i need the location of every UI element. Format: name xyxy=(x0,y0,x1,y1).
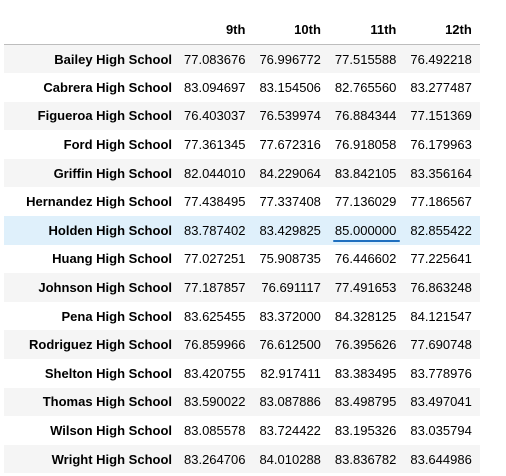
table-row[interactable]: Bailey High School 77.083676 76.996772 77.5… xyxy=(4,44,480,74)
table-cell: 83.420755 xyxy=(184,365,246,381)
table-row[interactable]: Johnson High School 77.187857 76.691117 77.… xyxy=(4,273,480,302)
row-index-school: Pena High School xyxy=(61,308,172,324)
row-index-school: Rodriguez High School xyxy=(29,337,172,353)
table-row[interactable]: Ford High School 77.361345 77.672316 76.918… xyxy=(4,130,480,159)
row-index-school: Holden High School xyxy=(48,222,173,238)
table-cell: 77.337408 xyxy=(259,194,321,210)
table-cell: 77.187857 xyxy=(184,280,246,296)
table-cell: 83.590022 xyxy=(184,394,246,410)
column-header-11th: 11th xyxy=(328,14,405,45)
table-cell: 76.691117 xyxy=(261,280,321,296)
dataframe-output: 9th 10th 11th 12th Bailey High School 77.… xyxy=(4,14,480,474)
table-cell: 83.644986 xyxy=(410,451,472,467)
table-cell: 77.136029 xyxy=(334,194,397,210)
table-cell: 77.491653 xyxy=(334,280,397,296)
table-cell: 77.515588 xyxy=(334,51,397,67)
table-cell: 83.094697 xyxy=(184,79,246,95)
table-cell: 83.429825 xyxy=(259,222,321,238)
table-cell: 83.035794 xyxy=(410,423,472,439)
table-cell: 77.672316 xyxy=(259,137,321,153)
table-cell: 83.724422 xyxy=(259,423,321,439)
table-row[interactable]: Pena High School 83.625455 83.372000 84.328… xyxy=(4,302,480,331)
table-cell: 83.085578 xyxy=(184,423,246,439)
row-index-school: Shelton High School xyxy=(44,365,172,381)
table-cell: 84.229064 xyxy=(259,165,321,181)
table-cell: 75.908735 xyxy=(259,251,321,267)
table-cell: 76.918058 xyxy=(334,137,397,153)
table-cell: 76.492218 xyxy=(410,51,472,67)
row-index-school: Wright High School xyxy=(51,451,172,467)
row-index-school: Figueroa High School xyxy=(37,108,172,124)
table-cell: 76.884344 xyxy=(334,108,397,124)
row-index-school: Cabrera High School xyxy=(43,79,172,95)
table-row[interactable]: Thomas High School 83.590022 83.087886 83.4… xyxy=(4,387,480,417)
table-cell: 84.010288 xyxy=(259,451,321,467)
table-cell: 77.690748 xyxy=(410,337,472,353)
row-index-school: Hernandez High School xyxy=(26,194,172,210)
table-row[interactable]: Wright High School 83.264706 84.010288 83.8… xyxy=(4,444,480,474)
table-cell: 84.328125 xyxy=(334,308,397,324)
table-cell: 76.395626 xyxy=(334,337,397,353)
table-cell: 83.356164 xyxy=(410,165,472,181)
scores-by-grade-table: 9th 10th 11th 12th Bailey High School 77.… xyxy=(4,14,480,474)
index-header xyxy=(4,14,178,45)
table-cell: 83.087886 xyxy=(259,394,321,410)
row-index-school: Huang High School xyxy=(52,251,172,267)
column-header-10th: 10th xyxy=(253,14,329,45)
table-row[interactable]: Cabrera High School 83.094697 83.154506 82.… xyxy=(4,73,480,102)
table-cell: 76.612500 xyxy=(259,337,321,353)
column-header-12th: 12th xyxy=(404,14,480,45)
table-row[interactable]: Huang High School 77.027251 75.908735 76.44… xyxy=(4,245,480,274)
table-cell: 82.855422 xyxy=(410,222,472,238)
table-row[interactable]: Rodriguez High School 76.859966 76.612500 7… xyxy=(4,330,480,360)
table-cell: 77.027251 xyxy=(184,251,246,267)
row-index-school: Thomas High School xyxy=(42,394,172,410)
table-cell: 82.917411 xyxy=(260,365,321,381)
table-row[interactable]: Figueroa High School 76.403037 76.539974 76… xyxy=(4,101,480,131)
table-cell-underlined: 85.000000 xyxy=(329,216,404,245)
table-cell: 77.186567 xyxy=(410,194,472,210)
row-index-school: Bailey High School xyxy=(54,51,172,67)
column-header-9th: 9th xyxy=(178,14,254,45)
table-cell: 76.859966 xyxy=(184,337,246,353)
table-cell: 83.842105 xyxy=(334,165,397,181)
table-cell: 77.083676 xyxy=(184,51,246,67)
table-cell: 83.277487 xyxy=(410,79,472,95)
table-cell: 83.836782 xyxy=(334,451,397,467)
row-index-school: Griffin High School xyxy=(53,165,172,181)
table-row[interactable]: Griffin High School 82.044010 84.229064 83.… xyxy=(4,158,480,188)
table-cell: 76.179963 xyxy=(410,137,472,153)
table-row[interactable]: Wilson High School 83.085578 83.724422 83.1… xyxy=(4,416,480,445)
table-cell: 83.383495 xyxy=(334,365,397,381)
table-cell: 76.446602 xyxy=(334,251,397,267)
row-index-school: Wilson High School xyxy=(50,423,172,439)
table-cell: 76.539974 xyxy=(259,108,321,124)
table-row[interactable]: Shelton High School 83.420755 82.917411 83.… xyxy=(4,359,480,388)
table-cell: 76.403037 xyxy=(184,108,246,124)
table-cell: 77.151369 xyxy=(410,108,472,124)
row-index-school: Ford High School xyxy=(63,137,172,153)
table-cell: 76.996772 xyxy=(259,51,321,67)
table-cell: 83.787402 xyxy=(184,222,246,238)
table-cell: 83.154506 xyxy=(259,79,321,95)
table-cell: 77.225641 xyxy=(410,251,472,267)
table-cell: 83.625455 xyxy=(184,308,246,324)
table-cell: 76.863248 xyxy=(410,280,472,296)
table-cell: 83.778976 xyxy=(410,365,472,381)
table-cell: 77.361345 xyxy=(184,137,246,153)
table-cell: 82.044010 xyxy=(184,165,246,181)
table-row[interactable]: Hernandez High School 77.438495 77.337408 7… xyxy=(4,187,480,216)
table-body: Bailey High School 77.083676 76.996772 77.5… xyxy=(4,44,480,474)
table-cell: 77.438495 xyxy=(184,194,246,210)
table-cell: 83.498795 xyxy=(334,394,397,410)
table-cell: 83.497041 xyxy=(410,394,472,410)
row-index-school: Johnson High School xyxy=(38,280,172,296)
table-cell: 83.372000 xyxy=(259,308,321,324)
table-cell: 83.264706 xyxy=(184,451,246,467)
table-cell: 82.765560 xyxy=(334,79,397,95)
table-row[interactable]: Holden High School 83.787402 83.429825 85.0… xyxy=(4,216,480,245)
table-cell: 83.195326 xyxy=(334,423,397,439)
table-cell: 84.121547 xyxy=(410,308,472,324)
header-row: 9th 10th 11th 12th xyxy=(4,14,480,45)
